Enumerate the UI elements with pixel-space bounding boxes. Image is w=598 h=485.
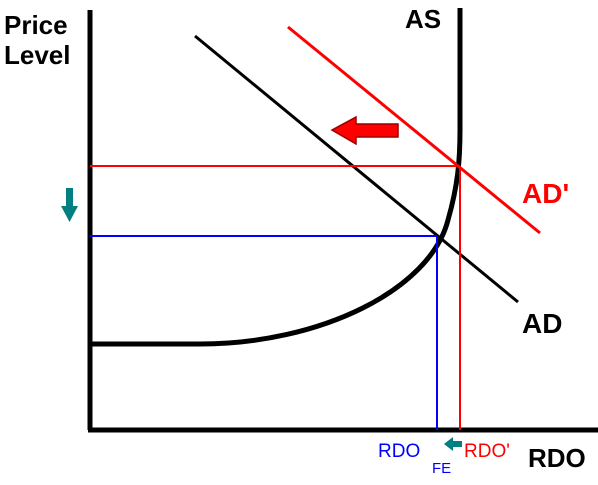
rdo-fe-label: RDO [378, 441, 421, 462]
ad-prime-curve-label: AD' [522, 178, 570, 209]
rdo-fe-subscript: FE [432, 460, 452, 477]
ad-curve-label: AD [522, 308, 563, 339]
rdo-prime-label: RDO' [464, 441, 510, 462]
y-axis-label-line2: Level [4, 40, 71, 70]
arrow-down-icon [61, 188, 78, 222]
ad-prime-curve [287, 25, 541, 235]
ad-curve [194, 34, 519, 304]
as-curve-label: AS [405, 4, 442, 34]
as-curve [90, 8, 463, 347]
x-axis-label: RDO [528, 443, 586, 473]
y-axis-label-line1: Price [4, 10, 68, 40]
rdo-shift-arrow-icon [444, 437, 462, 451]
y-axis-label: Price Level [4, 10, 71, 70]
arrow-left-icon [330, 115, 399, 146]
